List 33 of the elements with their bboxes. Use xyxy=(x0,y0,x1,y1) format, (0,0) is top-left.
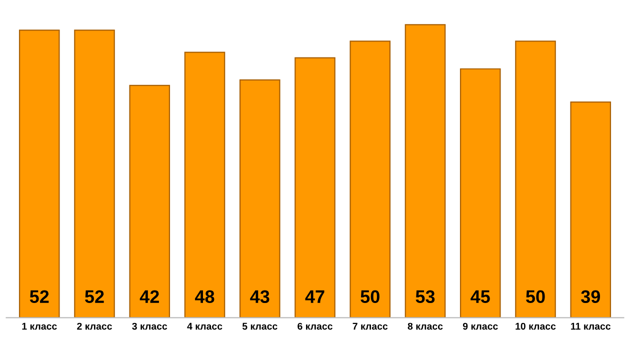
data-label: 52 xyxy=(85,290,104,304)
bar xyxy=(515,40,556,318)
bar xyxy=(460,68,501,318)
bar xyxy=(294,57,336,318)
data-label: 39 xyxy=(581,290,600,304)
x-tick-label: 1 класс xyxy=(22,322,57,330)
data-label: 53 xyxy=(416,290,435,304)
x-tick-label: 5 класс xyxy=(242,322,278,330)
bar xyxy=(350,40,391,318)
x-tick-label: 9 класс xyxy=(462,322,498,330)
bar xyxy=(570,102,612,318)
x-tick-label: 4 класс xyxy=(187,322,222,330)
bar xyxy=(129,84,170,318)
bar xyxy=(18,30,60,318)
x-tick-label: 8 класс xyxy=(408,322,443,330)
data-label: 47 xyxy=(305,290,324,303)
bar xyxy=(184,52,226,318)
data-label: 50 xyxy=(526,290,545,304)
data-label: 43 xyxy=(250,290,270,304)
bar xyxy=(239,79,280,318)
bar xyxy=(404,24,446,318)
x-tick-label: 6 класс xyxy=(298,322,332,330)
data-label: 42 xyxy=(140,290,159,303)
data-label: 52 xyxy=(30,290,49,304)
x-tick-label: 3 класс xyxy=(132,322,168,330)
data-label: 50 xyxy=(360,290,380,304)
x-tick-label: 10 класс xyxy=(516,322,556,330)
bar xyxy=(74,30,115,318)
x-tick-label: 2 класс xyxy=(77,322,112,330)
x-tick-label: 11 класс xyxy=(571,322,611,330)
x-tick-label: 7 класс xyxy=(352,322,388,330)
data-label: 48 xyxy=(194,290,214,304)
data-label: 45 xyxy=(470,290,490,304)
